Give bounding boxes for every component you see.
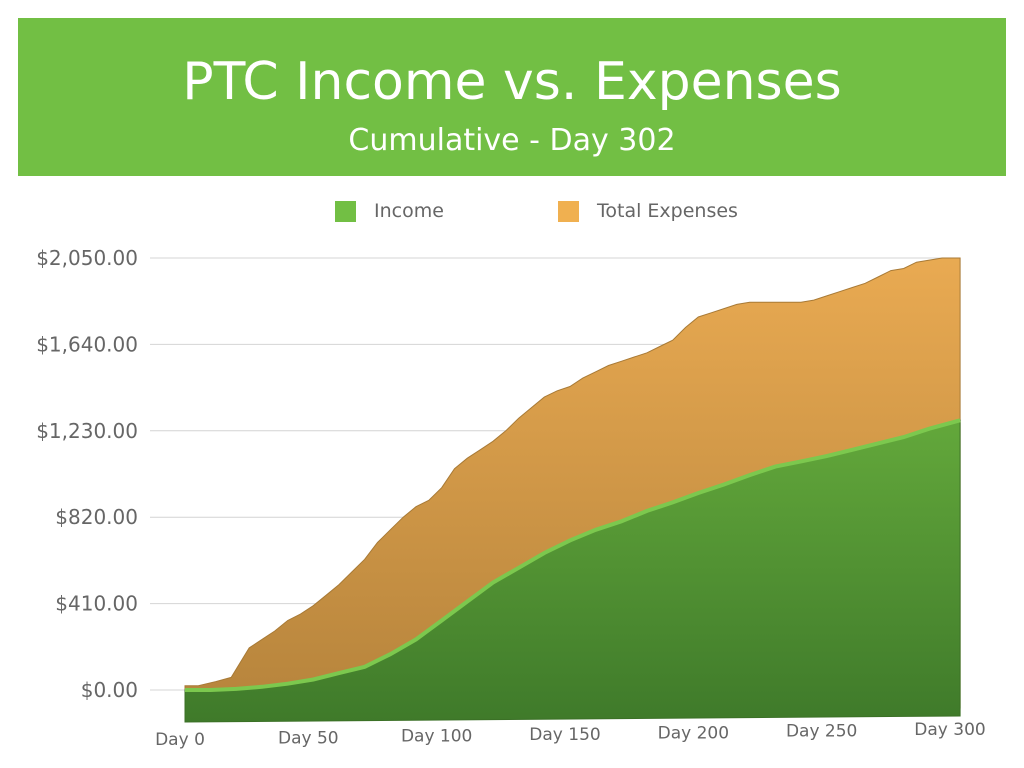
- y-tick-label: $1,640.00: [36, 332, 138, 356]
- legend-label-income: Income: [374, 200, 444, 222]
- y-tick-label: $820.00: [55, 505, 138, 529]
- legend-label-total-expenses: Total Expenses: [597, 200, 738, 222]
- y-tick-label: $1,230.00: [36, 419, 138, 443]
- y-tick-label: $0.00: [81, 678, 138, 702]
- x-tick-label: Day 100: [401, 727, 472, 747]
- y-axis: $0.00 $410.00 $820.00 $1,230.00 $1,640.00 $2,…: [36, 246, 138, 702]
- x-axis: Day 0 Day 50 Day 100 Day 150 Day 200 Day 250 D…: [155, 720, 986, 750]
- x-tick-label: Day 200: [658, 723, 729, 743]
- title-banner: PTC Income vs. Expenses Cumulative - Day…: [18, 18, 1006, 176]
- x-tick-label: Day 150: [529, 725, 600, 745]
- x-tick-label: Day 250: [786, 722, 857, 742]
- legend-swatch-total-expenses: [558, 201, 579, 222]
- y-tick-label: $410.00: [55, 592, 138, 616]
- legend: Income Total Expenses: [0, 198, 1024, 226]
- series: [184, 257, 961, 723]
- chart-subtitle: Cumulative - Day 302: [348, 123, 676, 158]
- x-tick-label: Day 0: [155, 730, 205, 750]
- x-tick-label: Day 300: [914, 720, 985, 740]
- legend-swatch-income: [335, 201, 356, 222]
- y-tick-label: $2,050.00: [36, 246, 138, 270]
- chart-title: PTC Income vs. Expenses: [182, 52, 842, 112]
- series-income-line: [185, 418, 961, 692]
- x-tick-label: Day 50: [278, 728, 339, 748]
